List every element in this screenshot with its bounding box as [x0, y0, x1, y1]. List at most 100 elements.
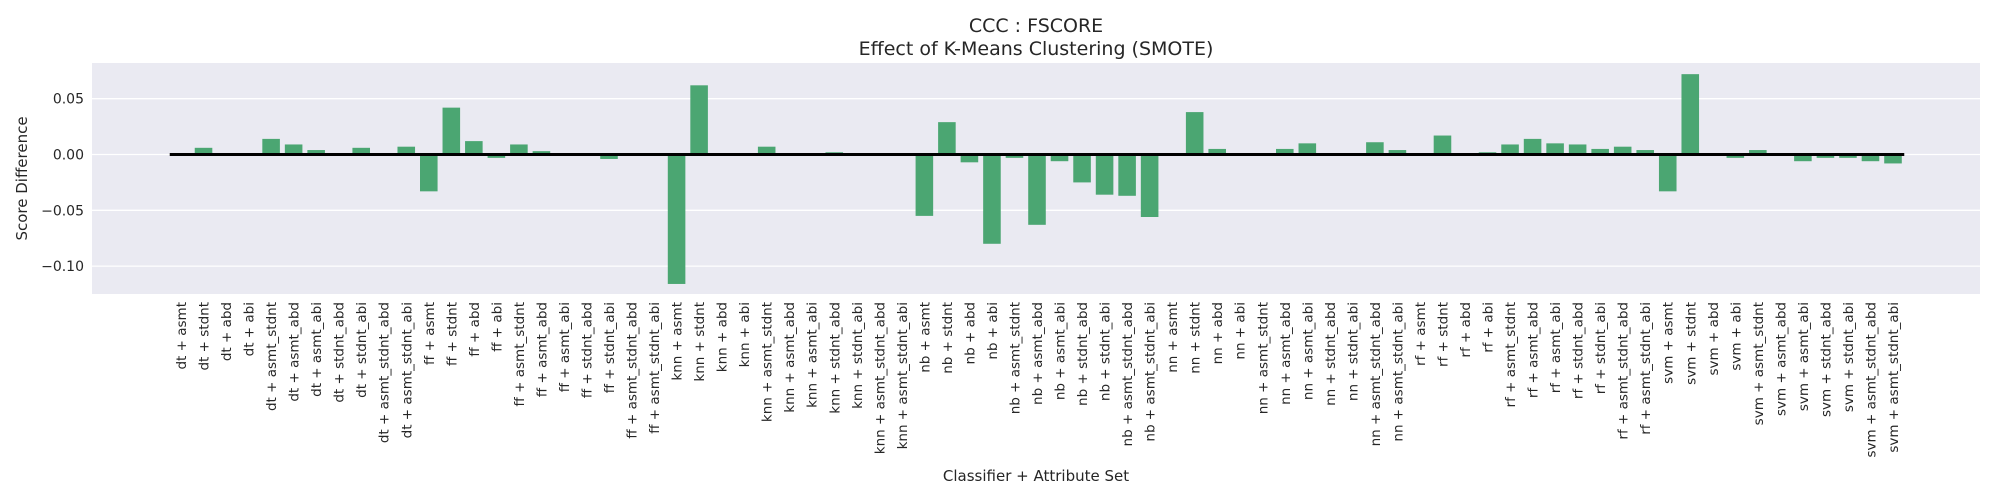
- x-tick-label: ff + abd: [467, 302, 483, 357]
- bar: [983, 154, 1001, 244]
- x-tick-label: nb + abd: [962, 302, 978, 364]
- bar: [284, 144, 303, 155]
- x-tick-label: svm + asmt: [1661, 302, 1677, 384]
- bar: [532, 151, 551, 155]
- x-tick-label: nn + asmt_stdnt_abi: [1390, 302, 1406, 442]
- bar: [1884, 154, 1902, 164]
- x-tick-label: nn + asmt: [1165, 302, 1181, 373]
- x-tick-label: nn + asmt_stdnt: [1255, 302, 1271, 414]
- bars: [194, 74, 1902, 284]
- y-tick-label: 0.05: [53, 92, 84, 108]
- x-tick-label: svm + abd: [1706, 302, 1722, 375]
- x-tick-label: knn + asmt_stdnt_abi: [895, 302, 911, 449]
- bar: [1546, 143, 1564, 155]
- x-tick-label: dt + abi: [242, 302, 258, 356]
- x-tick-label: ff + asmt_stdnt_abd: [625, 302, 641, 439]
- x-tick-label: svm + asmt_stdnt_abi: [1886, 302, 1902, 453]
- x-tick-label: knn + abd: [715, 302, 731, 372]
- x-tick-label: nb + asmt_stdnt_abi: [1143, 302, 1159, 442]
- bar: [1726, 154, 1745, 158]
- x-tick-label: knn + asmt: [670, 302, 686, 381]
- x-tick-label: nb + asmt_stdnt: [1007, 302, 1023, 414]
- x-tick-label: knn + asmt_stdnt: [760, 302, 776, 422]
- x-tick-label: knn + stdnt_abd: [827, 302, 843, 414]
- x-tick-label: rf + abi: [1481, 302, 1497, 353]
- x-tick-label: nn + abi: [1233, 302, 1249, 360]
- x-tick-label: ff + asmt_abi: [557, 302, 573, 392]
- x-tick-label: dt + stdnt: [197, 302, 213, 371]
- bar: [915, 154, 934, 216]
- x-tick-label: ff + asmt_stdnt: [512, 302, 528, 406]
- x-tick-label: ff + stdnt_abi: [602, 302, 618, 393]
- x-tick-label: svm + stdnt_abi: [1841, 302, 1857, 412]
- x-tick-label: svm + stdnt_abd: [1818, 302, 1834, 417]
- bar: [938, 122, 956, 155]
- bar: [1050, 154, 1069, 162]
- x-tick-label: knn + asmt_abd: [782, 302, 798, 413]
- x-tick-label: rf + asmt_abi: [1548, 302, 1564, 393]
- x-tick-label: knn + asmt_stdnt_abd: [872, 302, 888, 454]
- x-tick-label: ff + asmt_stdnt_abi: [647, 302, 663, 434]
- bar: [262, 138, 280, 155]
- x-tick-label: svm + asmt_abi: [1796, 302, 1812, 411]
- x-tick-label: rf + asmt_stdnt: [1503, 302, 1519, 407]
- bar: [1794, 154, 1812, 162]
- bar: [1140, 154, 1159, 217]
- bar: [1636, 150, 1654, 155]
- bar: [465, 141, 483, 155]
- bar: [1816, 154, 1835, 158]
- x-tick-label: nb + stdnt_abi: [1098, 302, 1114, 401]
- x-tick-label: nb + stdnt_abd: [1075, 302, 1091, 406]
- bar: [1749, 150, 1767, 155]
- bar: [1388, 150, 1407, 155]
- bar: [1681, 74, 1700, 155]
- x-tick-label: rf + stdnt: [1435, 302, 1451, 367]
- x-tick-label: dt + asmt_stdnt: [264, 302, 280, 411]
- x-tick-label: rf + abd: [1458, 302, 1474, 358]
- x-tick-label: nb + abi: [985, 302, 1001, 360]
- x-tick-label: rf + stdnt_abd: [1571, 302, 1587, 399]
- bar: [1433, 135, 1452, 155]
- bar: [442, 107, 461, 155]
- bar: [487, 154, 506, 158]
- x-tick-label: rf + asmt: [1413, 302, 1429, 366]
- x-tick-label: nn + stdnt: [1188, 302, 1204, 374]
- x-tick-label: rf + asmt_abd: [1526, 302, 1542, 398]
- x-tick-label: dt + stdnt_abd: [332, 302, 348, 403]
- x-tick-label: svm + abi: [1728, 302, 1744, 371]
- bar: [194, 147, 213, 155]
- bar: [1501, 144, 1519, 155]
- x-tick-label: ff + asmt_abd: [534, 302, 550, 397]
- x-tick-label: dt + asmt: [174, 302, 190, 370]
- x-tick-label: dt + stdnt_abi: [354, 302, 370, 398]
- x-tick-label: nn + asmt_abi: [1300, 302, 1316, 400]
- bar: [600, 154, 618, 159]
- bar: [1366, 142, 1384, 155]
- bar: [1185, 112, 1204, 155]
- x-tick-label: knn + stdnt_abi: [850, 302, 866, 409]
- bar: [1298, 143, 1317, 155]
- x-tick-label: ff + stdnt_abd: [579, 302, 595, 398]
- x-tick-label: nn + stdnt_abd: [1323, 302, 1339, 406]
- x-tick-label: ff + asmt: [422, 302, 438, 365]
- x-tick-label: dt + asmt_abi: [309, 302, 325, 397]
- x-tick-label: dt + asmt_abd: [287, 302, 303, 402]
- bar: [307, 150, 325, 155]
- bar: [1839, 154, 1857, 158]
- y-tick-label: −0.10: [41, 259, 84, 275]
- bar: [1208, 148, 1226, 155]
- bar: [397, 146, 416, 155]
- x-tick-label: nn + asmt_stdnt_abd: [1368, 302, 1384, 446]
- bar: [1861, 154, 1880, 162]
- bar: [352, 147, 370, 155]
- x-tick-label: svm + asmt_stdnt_abd: [1863, 302, 1879, 457]
- x-tick-label: knn + asmt_abi: [805, 302, 821, 408]
- x-tick-label: dt + asmt_stdnt_abi: [399, 302, 415, 438]
- x-tick-label: nn + asmt_abd: [1278, 302, 1294, 405]
- bar: [960, 154, 979, 163]
- chart-title: CCC : FSCORE: [969, 15, 1103, 37]
- bar: [420, 154, 438, 192]
- bar: [510, 144, 528, 155]
- bar: [1568, 144, 1587, 155]
